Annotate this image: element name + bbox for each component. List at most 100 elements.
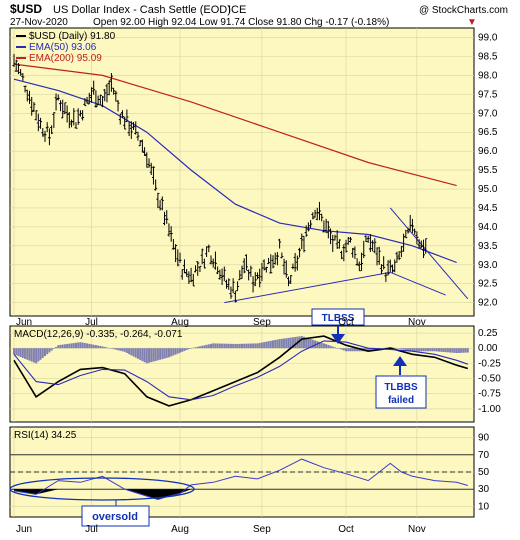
macd-hist-bar <box>212 343 215 349</box>
macd-hist-bar <box>163 348 166 359</box>
x-axis-mid: Jun Jul Aug Sep Oct Nov <box>16 317 426 328</box>
macd-hist-bar <box>420 348 423 352</box>
price-bar <box>114 90 118 102</box>
macd-y-tick: 0.25 <box>478 328 498 339</box>
price-bar <box>211 258 215 268</box>
price-bar <box>373 238 377 254</box>
price-bar <box>127 121 131 137</box>
price-bar <box>165 210 169 224</box>
price-bar <box>120 110 124 118</box>
macd-hist-bar <box>46 348 49 355</box>
macd-hist-bar <box>316 341 319 349</box>
macd-hist-bar <box>369 348 372 351</box>
macd-hist-bar <box>192 347 195 349</box>
macd-hist-bar <box>21 348 24 358</box>
macd-line <box>13 335 469 407</box>
price-bar <box>382 256 386 270</box>
macd-y-tick: 0.00 <box>478 343 498 354</box>
legend-entry: EMA(50) 93.06 <box>29 42 97 53</box>
macd-hist-bar <box>134 348 137 358</box>
price-bar <box>404 229 408 239</box>
macd-hist-bar <box>278 339 281 349</box>
x-tick-label: Sep <box>253 524 271 535</box>
macd-hist-bar <box>431 348 434 352</box>
macd-hist-bar <box>311 339 314 349</box>
macd-hist-bar <box>342 348 345 351</box>
price-bar <box>222 266 226 282</box>
price-bar <box>118 113 122 125</box>
price-bar <box>39 117 43 129</box>
x-tick-label: Sep <box>253 317 271 328</box>
price-bar <box>282 258 286 275</box>
macd-hist-bar <box>35 348 38 364</box>
price-bar <box>109 73 113 92</box>
macd-hist-bar <box>161 348 164 360</box>
macd-hist-bar <box>393 347 396 349</box>
macd-hist-bar <box>194 347 197 349</box>
oversold-ellipse <box>9 477 195 501</box>
price-bar <box>218 269 222 280</box>
price-bar <box>14 59 18 72</box>
price-bar <box>225 279 229 289</box>
price-bar <box>384 272 388 282</box>
price-bar <box>240 265 244 279</box>
macd-hist-bar <box>234 343 237 349</box>
price-bar <box>194 265 198 273</box>
macd-hist-bar <box>256 343 259 349</box>
macd-hist-bar <box>438 348 441 352</box>
price-bar <box>291 263 295 270</box>
tlbss-box <box>311 308 365 326</box>
price-bar <box>413 228 417 235</box>
macd-hist-bar <box>57 345 60 349</box>
macd-hist-bar <box>294 336 297 349</box>
macd-hist-bar <box>232 343 235 349</box>
x-tick-label: Jul <box>85 524 98 535</box>
price-bar <box>207 244 211 253</box>
macd-hist-bar <box>433 348 436 352</box>
macd-hist-bar <box>367 348 370 352</box>
price-bar <box>395 251 399 263</box>
macd-hist-bar <box>320 342 323 349</box>
price-bar <box>422 239 426 259</box>
price-bar <box>253 272 257 287</box>
macd-y-tick: -1.00 <box>478 404 501 415</box>
price-bar <box>393 259 397 273</box>
price-bar <box>178 252 182 263</box>
macd-hist-bar <box>442 348 445 352</box>
macd-hist-bar <box>276 339 279 349</box>
macd-hist-bar <box>249 343 252 349</box>
macd-y-tick: -0.25 <box>478 358 501 369</box>
macd-hist-bar <box>165 348 168 358</box>
macd-hist-bar <box>86 343 89 349</box>
macd-y-tick: -0.75 <box>478 389 501 400</box>
price-bar <box>304 225 308 237</box>
price-bar <box>364 235 368 243</box>
price-bar <box>362 240 366 259</box>
price-bar <box>34 110 38 121</box>
macd-hist-bar <box>418 348 421 352</box>
price-bar <box>41 128 45 137</box>
macd-hist-bar <box>108 348 111 349</box>
macd-hist-bar <box>225 343 228 349</box>
macd-hist-bar <box>52 348 55 349</box>
instrument-name: US Dollar Index - Cash Settle (EOD) <box>53 4 231 16</box>
price-bar <box>76 108 80 125</box>
macd-hist-bar <box>356 348 359 352</box>
price-bar <box>19 69 23 76</box>
price-bar <box>32 101 36 113</box>
price-y-tick: 96.5 <box>478 127 498 138</box>
macd-title: MACD(12,26,9) -0.335, -0.264, -0.071 <box>14 329 183 340</box>
price-bar <box>65 105 69 123</box>
price-bar <box>92 80 96 95</box>
price-bar <box>47 128 51 146</box>
ohlc-summary: Open 92.00 High 92.04 Low 91.74 Close 91… <box>93 17 389 28</box>
macd-hist-bar <box>148 348 151 363</box>
price-bar <box>415 231 419 245</box>
price-bar <box>81 110 85 121</box>
price-bar <box>366 235 370 243</box>
price-bar <box>56 94 60 101</box>
macd-hist-bar <box>265 341 268 349</box>
macd-hist-bar <box>74 342 77 349</box>
macd-hist-bar <box>327 344 330 349</box>
